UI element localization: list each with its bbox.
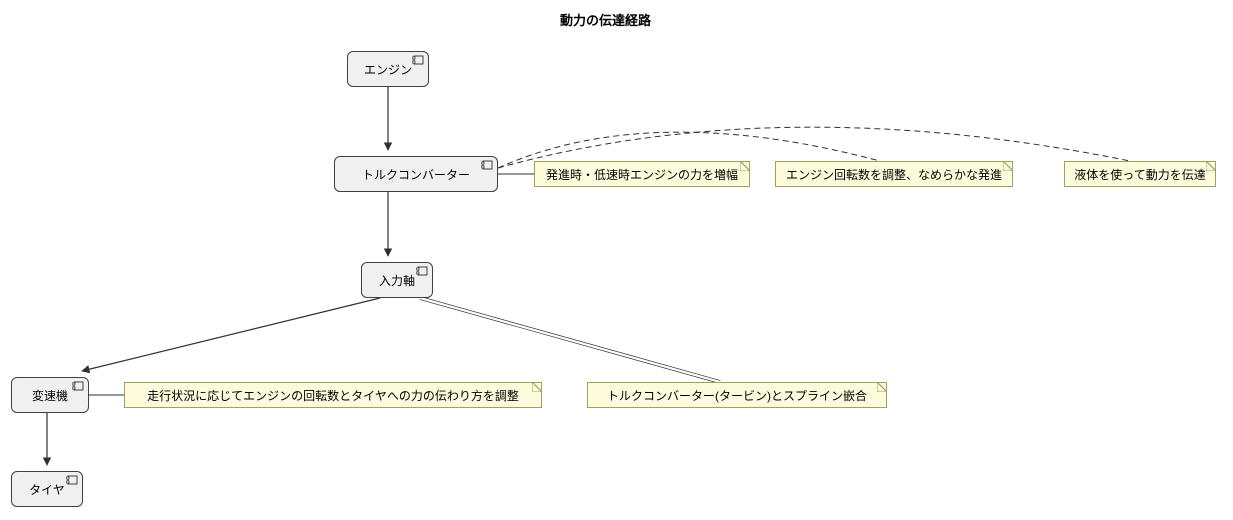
component-icon [66,475,78,485]
note-text: エンジン回転数を調整、なめらかな発進 [786,166,1002,183]
component-icon [412,55,424,65]
node-gearbox: 変速機 [11,377,89,413]
component-icon [416,266,428,276]
note-text: 走行状況に応じてエンジンの回転数とタイヤへの力の伝わり方を調整 [147,387,519,404]
node-label: エンジン [364,61,412,78]
node-label: タイヤ [29,481,65,498]
note-smooth-start: エンジン回転数を調整、なめらかな発進 [775,161,1013,187]
node-input-shaft: 入力軸 [361,262,433,298]
node-label: トルクコンバーター [362,166,470,183]
node-tire: タイヤ [11,471,83,507]
component-icon [72,381,84,391]
node-label: 入力軸 [379,272,415,289]
note-text: 発進時・低速時エンジンの力を増幅 [546,166,738,183]
note-fold-icon [877,382,887,392]
note-fold-icon [532,382,542,392]
note-text: 液体を使って動力を伝達 [1074,166,1205,183]
note-fold-icon [1003,161,1013,171]
note-spline: トルクコンバーター(タービン)とスプライン嵌合 [587,382,887,408]
diagram-title: 動力の伝達経路 [560,10,651,29]
edges-layer [0,0,1233,520]
note-amplify: 発進時・低速時エンジンの力を増幅 [534,161,750,187]
component-icon [481,160,493,170]
note-text: トルクコンバーター(タービン)とスプライン嵌合 [607,387,867,404]
note-fold-icon [1206,161,1216,171]
note-fold-icon [740,161,750,171]
node-torque-converter: トルクコンバーター [334,156,498,192]
node-label: 変速機 [32,387,68,404]
note-fluid: 液体を使って動力を伝達 [1064,161,1216,187]
node-engine: エンジン [347,51,429,87]
note-adjust: 走行状況に応じてエンジンの回転数とタイヤへの力の伝わり方を調整 [124,382,542,408]
